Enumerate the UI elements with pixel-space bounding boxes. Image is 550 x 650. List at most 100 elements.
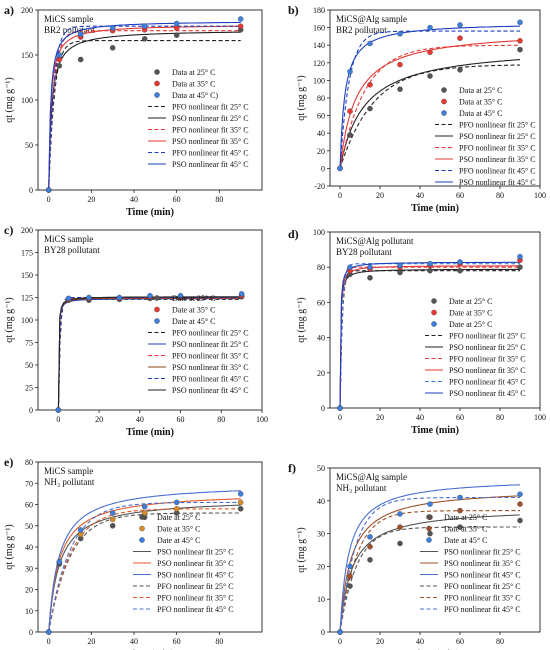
y-tick-label: 20 xyxy=(317,369,325,378)
data-point xyxy=(427,260,433,267)
data-point xyxy=(517,501,523,507)
legend-label: PSO nonlinear fit 45° C xyxy=(172,386,249,395)
data-point xyxy=(367,82,373,88)
legend-marker xyxy=(139,525,145,532)
fit-curve-pfo xyxy=(48,508,241,632)
x-tick-label: 80 xyxy=(496,637,504,646)
fit-curve-pfo xyxy=(339,266,520,408)
data-point xyxy=(457,259,463,265)
x-tick-label: 80 xyxy=(215,637,223,646)
y-tick-label: 80 xyxy=(25,458,33,467)
data-point xyxy=(517,491,523,497)
data-point xyxy=(237,16,244,22)
y-axis-label: qt (mg g⁻¹) xyxy=(296,75,307,121)
legend-label: PFO nonlinear fit 45° C xyxy=(444,605,521,614)
chart-title-line: NH₃ pollutant xyxy=(44,477,95,487)
legend-label: PSO nonlinear fit 45° C xyxy=(172,160,249,169)
panel-label: a) xyxy=(4,3,14,17)
legend-label: PSO nonlinear fit 45° C xyxy=(459,178,536,187)
y-tick-label: 30 xyxy=(317,530,325,539)
x-tick-label: 60 xyxy=(173,195,181,204)
legend-marker xyxy=(154,318,160,324)
data-point xyxy=(141,510,148,516)
data-point xyxy=(86,294,92,301)
legend-label: Date at 45° C xyxy=(157,536,200,545)
legend-label: PSO nonlinear fit 25° C xyxy=(157,548,234,557)
legend-marker xyxy=(431,321,437,327)
legend-label: PFO nonlinear fit 45° C xyxy=(157,605,234,614)
data-point xyxy=(237,491,244,497)
legend-label: Data at 35° C xyxy=(459,98,502,107)
x-tick-label: 40 xyxy=(416,637,424,646)
data-point xyxy=(55,407,62,413)
legend-label: PFO nonlinear fit 25° C xyxy=(459,121,536,130)
legend-label: PSO nonlinear fit 25° C xyxy=(444,548,521,557)
y-tick-label: 100 xyxy=(21,96,33,105)
chart-title-line: BR2 pollutant xyxy=(336,25,387,35)
chart-title-line: MiCS sample xyxy=(44,234,93,244)
plot-frame xyxy=(329,231,541,409)
legend-label: Date at 25° C xyxy=(449,320,492,329)
data-point xyxy=(45,629,52,635)
y-tick-label: 150 xyxy=(21,51,33,60)
legend-label: PSO nonlinear fit 35° C xyxy=(444,559,521,568)
data-point xyxy=(109,516,116,523)
legend-marker xyxy=(441,87,447,93)
y-tick-label: 140 xyxy=(313,41,325,50)
fit-curve-pfo xyxy=(339,30,520,169)
y-tick-label: 0 xyxy=(29,406,33,415)
x-tick-label: 0 xyxy=(338,191,342,200)
legend-marker xyxy=(426,525,432,532)
legend-label: PSO nonlinear fit 45° C xyxy=(444,571,521,580)
legend-label: PSO nonlinear fit 35° C xyxy=(172,363,249,372)
data-point xyxy=(367,275,373,281)
data-point xyxy=(397,86,403,92)
data-point xyxy=(56,559,63,565)
x-tick-label: 40 xyxy=(416,191,424,200)
legend-label: PFO nonlinear fit 35° C xyxy=(172,352,249,361)
legend-label: PSO nonlinear fit 45° C xyxy=(449,389,526,398)
x-tick-label: 20 xyxy=(87,637,95,646)
chart-panel-4: d) 0 20 40 60 80 100 0 20 40 60 80 100 Time (min) qt (… xyxy=(288,227,546,436)
legend-label: Date at 45° C xyxy=(172,317,215,326)
legend-label: Data at 25° C xyxy=(172,68,215,77)
x-tick-label: 40 xyxy=(130,195,138,204)
x-tick-label: 20 xyxy=(376,191,384,200)
data-point xyxy=(427,501,433,507)
x-tick-label: 60 xyxy=(456,637,464,646)
data-point xyxy=(367,40,373,47)
data-point xyxy=(347,563,353,570)
legend-label: PFO nonlinear fit 45° C xyxy=(172,149,249,158)
x-tick-label: 80 xyxy=(496,413,504,422)
data-point xyxy=(427,530,433,537)
y-tick-label: 20 xyxy=(317,562,325,571)
y-tick-label: 80 xyxy=(317,94,325,103)
x-tick-label: 100 xyxy=(534,413,546,422)
fit-curve-pso xyxy=(339,514,520,632)
legend-label: PSO nonlinear fit 35° C xyxy=(172,137,249,146)
data-point xyxy=(427,73,433,79)
y-tick-label: 50 xyxy=(25,361,33,370)
legend-marker xyxy=(154,80,160,87)
legend-label: PSO nonlinear fit 35° C xyxy=(449,366,526,375)
data-point xyxy=(427,267,433,274)
y-tick-label: 60 xyxy=(317,298,325,307)
y-tick-label: 60 xyxy=(25,501,33,510)
x-tick-label: 20 xyxy=(376,413,384,422)
data-point xyxy=(347,264,353,270)
y-tick-label: 50 xyxy=(25,522,33,531)
chart-title-line: MiCS@Alg sample xyxy=(336,472,407,482)
legend-label: PSO nonlinear fit 25° C xyxy=(449,343,526,352)
data-point xyxy=(337,165,343,172)
legend-label: PFO nonlinear fit 45° C xyxy=(449,378,526,387)
x-tick-label: 60 xyxy=(456,191,464,200)
y-tick-label: 0 xyxy=(321,404,325,413)
fit-curve-pso xyxy=(48,490,241,632)
x-tick-label: 100 xyxy=(534,191,546,200)
x-tick-label: 20 xyxy=(87,195,95,204)
y-axis-label: qt (mg g⁻¹) xyxy=(4,297,15,343)
data-point xyxy=(65,295,72,302)
x-tick-label: 80 xyxy=(217,415,225,424)
chart-title-line: MiCS sample xyxy=(44,14,93,24)
